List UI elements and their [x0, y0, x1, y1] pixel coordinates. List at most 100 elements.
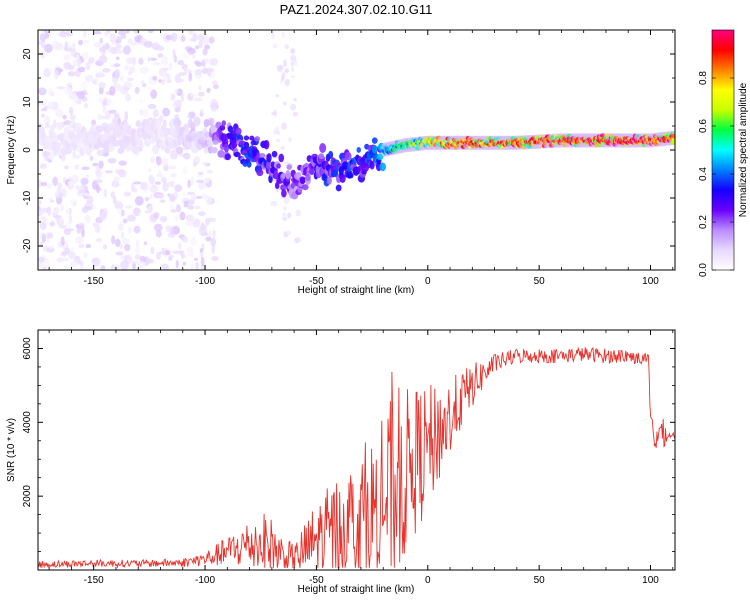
spectrogram-cell — [104, 96, 108, 107]
spectrogram-cell — [49, 124, 56, 131]
spectrogram-cell — [126, 57, 134, 65]
spectrogram-cell — [133, 187, 138, 193]
spectrogram-cell — [200, 256, 205, 267]
spectrogram-cell — [62, 114, 67, 120]
spectrogram-cell — [82, 30, 87, 39]
spectrogram-cell — [168, 254, 175, 259]
spectrogram-cell — [203, 177, 210, 184]
colorbar: 0.0 0.2 0.4 0.6 0.8 Normalized spectral ampl… — [698, 29, 749, 277]
spectrogram-cell — [182, 192, 188, 197]
spectrogram-cell — [44, 122, 50, 129]
spectrogram-cell — [56, 122, 63, 131]
spectrogram-cell — [46, 206, 52, 216]
spectrogram-cell — [285, 169, 291, 180]
spectrogram-y-tick-label: -20 — [22, 238, 33, 253]
spectrogram-cell — [155, 156, 162, 166]
spectrogram-cell — [182, 261, 187, 266]
spectrogram-cell — [181, 63, 188, 71]
spectrogram-cell — [210, 237, 217, 247]
spectrogram-cell — [210, 71, 215, 80]
spectrogram-cell — [183, 69, 193, 74]
spectrogram-cell — [160, 124, 167, 132]
spectrogram-cell — [259, 152, 266, 159]
spectrogram-cell — [64, 30, 74, 37]
spectrogram-cell — [151, 42, 160, 51]
spectrogram-cell — [125, 30, 130, 34]
spectrogram-cell — [138, 99, 144, 104]
spectrogram-cell — [309, 166, 315, 176]
spectrogram-cell — [120, 231, 125, 239]
spectrogram-cell — [47, 142, 53, 152]
spectrogram-cell — [170, 93, 176, 101]
spectrogram-cell — [53, 207, 57, 212]
spectrogram-cell — [175, 204, 182, 213]
spectrogram-cell — [150, 57, 157, 61]
spectrogram-cell — [111, 235, 116, 245]
spectrogram-cell — [38, 210, 44, 216]
spectrogram-cell — [188, 72, 193, 82]
spectrogram-cell — [63, 86, 72, 96]
spectrogram-cell — [210, 106, 218, 113]
snr-series-line — [38, 346, 675, 569]
spectrogram-cell — [195, 45, 200, 50]
spectrogram-cell — [142, 132, 148, 141]
spectrogram-cell — [266, 153, 272, 163]
spectrogram-cell — [139, 66, 149, 74]
spectrogram-cell — [81, 206, 89, 214]
spectrogram-cell — [182, 166, 188, 175]
spectrogram-x-tick-label: -50 — [309, 276, 324, 287]
spectrogram-cell — [125, 205, 132, 209]
spectrogram-cell — [283, 196, 290, 204]
spectrogram-cell — [177, 59, 185, 66]
spectrogram-cell — [138, 140, 144, 150]
spectrogram-cell — [178, 242, 182, 250]
spectrogram-cell — [147, 30, 154, 34]
spectrogram-cell — [84, 192, 90, 197]
spectrogram-cell — [55, 42, 64, 51]
spectrogram-cell — [147, 103, 157, 110]
spectrogram-cell — [175, 259, 179, 269]
spectrogram-cell — [78, 222, 86, 226]
spectrogram-cell — [173, 117, 181, 127]
spectrogram-cell — [206, 87, 211, 93]
spectrogram-x-axis: -150 -100 -50 0 50 100 — [48, 30, 674, 287]
spectrogram-cell — [172, 49, 176, 59]
spectrogram-cell — [71, 174, 79, 184]
spectrogram-cell — [115, 251, 124, 256]
spectrogram-cell — [84, 102, 89, 109]
spectrogram-marks — [38, 30, 675, 270]
spectrogram-cell — [132, 181, 142, 185]
spectrogram-cell — [72, 200, 77, 208]
spectrogram-cell — [183, 152, 191, 160]
spectrogram-cell — [64, 247, 71, 255]
spectrogram-cell — [275, 138, 281, 143]
chart-title: PAZ1.2024.307.02.10.G11 — [280, 2, 433, 17]
spectrogram-cell — [201, 232, 209, 237]
spectrogram-cell — [109, 35, 118, 41]
spectrogram-cell — [140, 80, 145, 85]
spectrogram-cell — [86, 195, 94, 204]
spectrogram-cell — [44, 30, 48, 34]
spectrogram-cell — [208, 37, 214, 44]
spectrogram-cell — [114, 68, 121, 77]
spectrogram-cell — [339, 173, 346, 183]
spectrogram-cell — [117, 222, 125, 232]
spectrogram-cell — [113, 80, 117, 88]
spectrogram-cell — [270, 200, 278, 207]
spectrogram-cell — [41, 113, 46, 118]
spectrogram-cell — [290, 75, 296, 79]
spectrogram-cell — [56, 86, 65, 90]
spectrogram-cell — [282, 216, 288, 222]
spectrogram-cell — [109, 85, 116, 96]
spectrogram-cell — [286, 164, 292, 170]
spectrogram-cell — [92, 77, 99, 86]
spectrogram-cell — [193, 116, 201, 127]
spectrogram-cell — [196, 179, 205, 184]
spectrogram-cell — [187, 114, 192, 119]
spectrogram-cell — [89, 155, 94, 162]
spectrogram-x-tick-label: 50 — [534, 276, 546, 287]
spectrogram-cell — [199, 248, 204, 253]
spectrogram-cell — [85, 74, 94, 82]
spectrogram-cell — [177, 138, 182, 146]
spectrogram-cell — [379, 162, 387, 172]
